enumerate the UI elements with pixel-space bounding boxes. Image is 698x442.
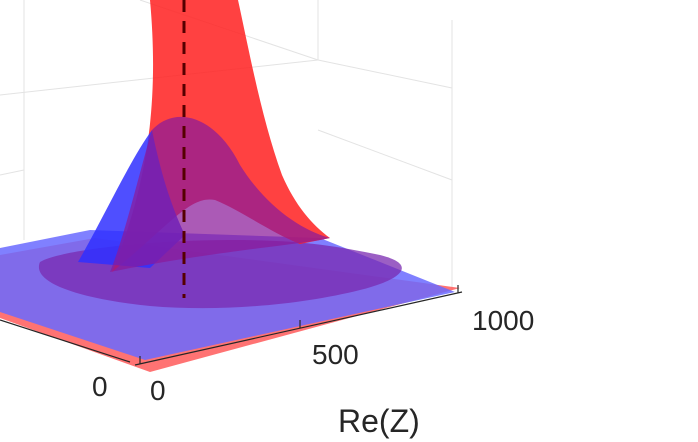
x-tick-label: 0	[150, 375, 166, 406]
x-tick-label: 500	[312, 339, 359, 370]
purple-peak	[110, 116, 330, 272]
grid-line	[317, 129, 453, 181]
x-tick-label: 1000	[472, 305, 534, 336]
blue-peak-surface	[78, 116, 330, 272]
grid-line	[0, 169, 25, 176]
x-axis-label: Re(Z)	[338, 403, 420, 439]
axes	[0, 285, 463, 366]
grid-line	[317, 59, 453, 89]
y-tick-label: 0	[92, 371, 108, 402]
x-axis-line	[134, 291, 463, 366]
y-axis-line	[0, 319, 131, 363]
